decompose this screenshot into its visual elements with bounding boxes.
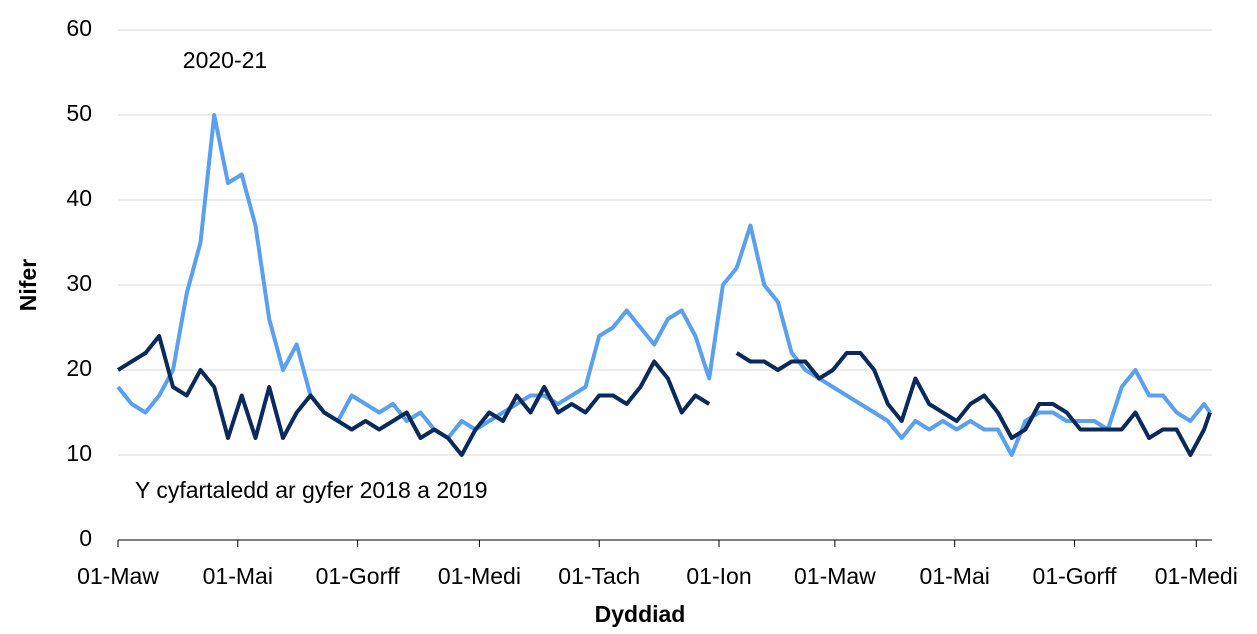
y-tick-label: 40 [66,185,92,211]
x-tick-label: 01-Ion [686,563,751,589]
x-tick-label: 01-Gorff [1033,563,1118,589]
y-tick-label: 30 [66,270,92,296]
x-tick-label: 01-Mai [920,563,990,589]
x-axis-title: Dyddiad [595,601,686,627]
y-tick-label: 60 [66,15,92,41]
series-label: 2020-21 [183,47,267,73]
series-line [116,334,1212,457]
x-tick-label: 01-Maw [77,563,159,589]
series-label: Y cyfartaledd ar gyfer 2018 a 2019 [135,477,487,503]
x-tick-label: 01-Gorff [316,563,401,589]
x-tick-label: 01-Mai [203,563,273,589]
x-tick-label: 01-Medi [1155,563,1238,589]
y-axis-title: Nifer [15,259,41,311]
x-tick-label: 01-Maw [794,563,876,589]
x-tick-label: 01-Tach [558,563,640,589]
x-tick-label: 01-Medi [438,563,521,589]
y-tick-label: 0 [79,525,92,551]
y-tick-label: 20 [66,355,92,381]
y-tick-label: 10 [66,440,92,466]
y-tick-label: 50 [66,100,92,126]
